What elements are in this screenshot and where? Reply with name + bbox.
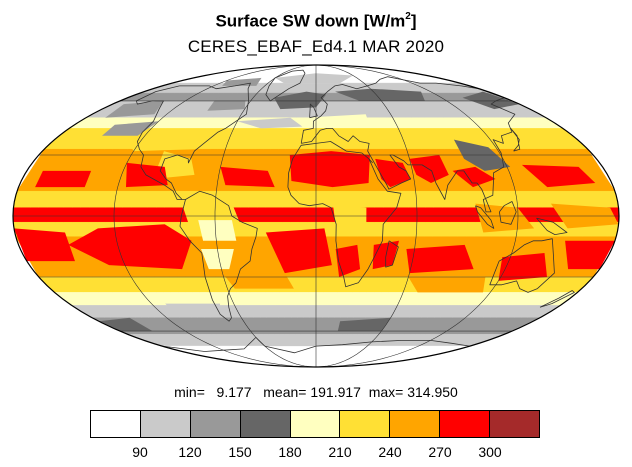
map-border (12, 64, 620, 368)
coastline (265, 69, 306, 102)
field-patch (98, 317, 153, 332)
coastline (385, 240, 399, 268)
field-patch (498, 253, 547, 281)
coastline (368, 158, 373, 164)
colorbar-tick-label: 180 (278, 444, 302, 460)
colorbar-tick-label: 270 (428, 444, 452, 460)
field-patch (565, 240, 615, 270)
field-patch (289, 151, 370, 188)
colorbar-tick-label: 150 (228, 444, 252, 460)
colorbar-box (240, 411, 291, 437)
field-patch (452, 166, 496, 188)
map-title-close: ] (410, 11, 417, 31)
map-title-text: Surface SW down [W/m (215, 11, 406, 31)
field-patch (201, 249, 234, 270)
coastline (162, 337, 470, 354)
coastline (510, 128, 521, 152)
field-patch (408, 277, 486, 293)
field-patch (335, 88, 425, 101)
field-patch (68, 224, 192, 270)
coastline (475, 205, 495, 229)
field-patch (127, 135, 196, 152)
field-patch (207, 94, 246, 111)
field-patch (275, 73, 353, 84)
field-patch (105, 100, 164, 118)
coastline (539, 290, 575, 308)
colorbar-tick-label: 90 (132, 444, 148, 460)
field-patch (255, 337, 316, 347)
field-patch (237, 117, 303, 129)
map-title-superscript: 2 (405, 11, 411, 22)
field-patch (220, 166, 275, 188)
colorbar (90, 410, 540, 438)
field-patch (222, 77, 262, 86)
colorbar-box (490, 411, 540, 437)
coastline (489, 238, 555, 293)
colorbar-box (340, 411, 391, 437)
coastline (499, 201, 517, 225)
field-patch (475, 203, 535, 233)
map-field-layer (13, 65, 619, 367)
colorbar-box (390, 411, 441, 437)
colorbar-box (190, 411, 241, 437)
colorbar-tick-label: 240 (378, 444, 402, 460)
field-statistics: min= 9.177 mean= 191.917 max= 314.950 (174, 384, 458, 400)
field-patch (35, 170, 92, 188)
colorbar-box (440, 411, 491, 437)
field-patch (337, 317, 391, 332)
field-patch (274, 91, 326, 110)
map-title: Surface SW down [W/m2] (0, 7, 632, 33)
field-patch (198, 220, 237, 241)
field-patch (521, 164, 596, 188)
colorbar-box (290, 411, 341, 437)
colorbar-box (91, 411, 141, 437)
field-patch (102, 121, 159, 136)
field-patch (222, 273, 294, 289)
graticule (13, 65, 619, 367)
colorbar-box (140, 411, 191, 437)
colorbar-tick-label: 210 (328, 444, 352, 460)
field-patch (165, 303, 221, 315)
field-patch (335, 244, 361, 277)
map-subtitle: CERES_EBAF_Ed4.1 MAR 2020 (187, 37, 445, 56)
field-patch (303, 114, 370, 127)
field-patch (462, 91, 520, 110)
field-patch (14, 228, 75, 262)
colorbar-tick-label: 300 (478, 444, 502, 460)
coastline (287, 141, 402, 288)
colorbar-tick-label: 120 (178, 444, 202, 460)
coastline (536, 217, 568, 235)
coastline (300, 76, 516, 213)
coastline (135, 82, 251, 200)
field-patch (406, 244, 474, 274)
field-patch (265, 228, 332, 274)
